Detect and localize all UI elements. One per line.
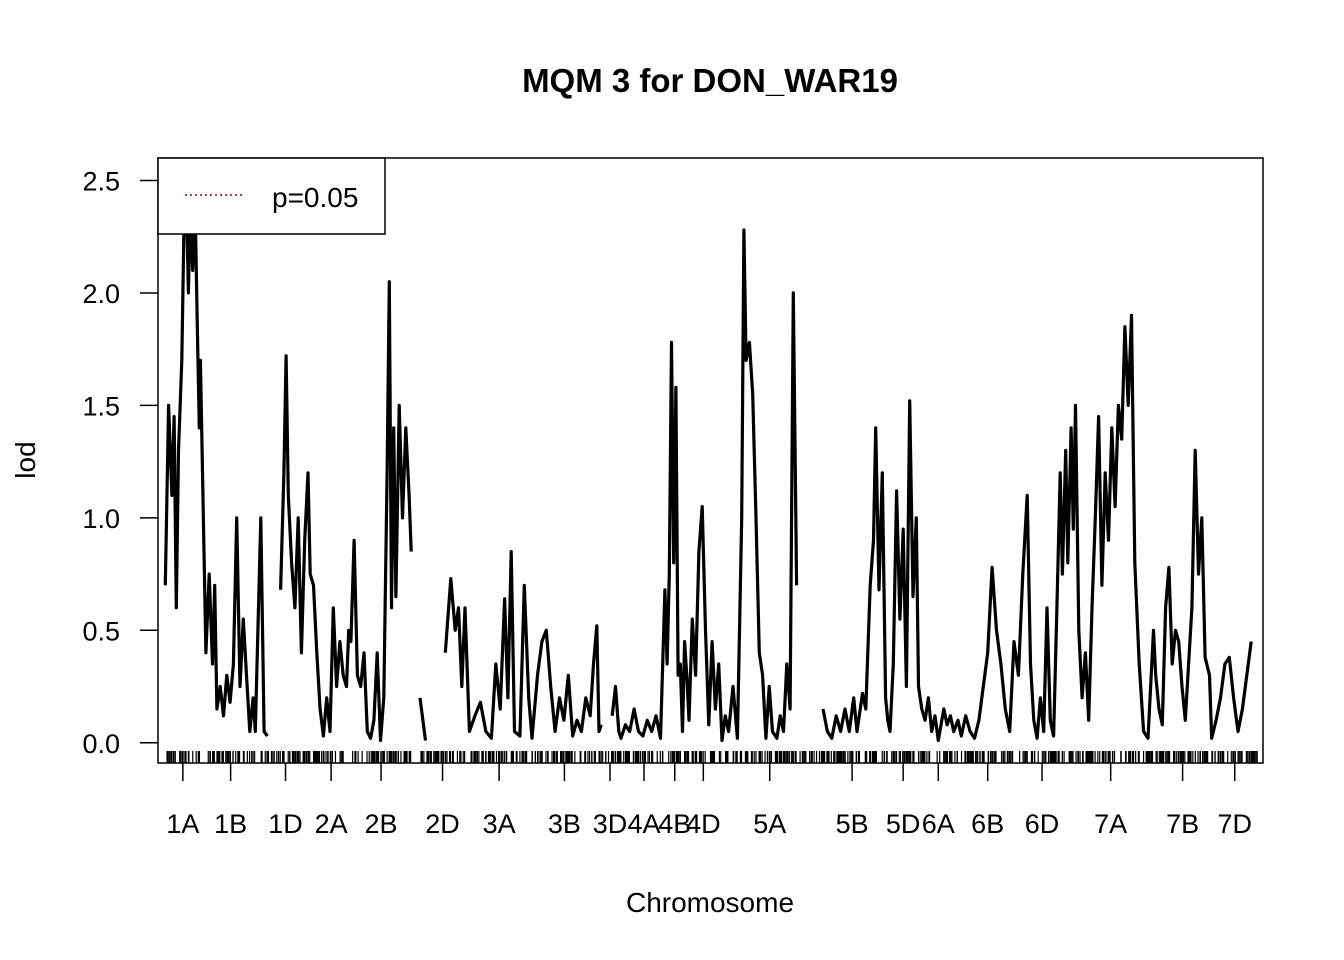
x-tick-label-2b: 2B [365, 809, 398, 839]
x-tick-label-7d: 7D [1217, 809, 1252, 839]
x-tick-label-4a: 4A [628, 809, 661, 839]
x-tick-label-6d: 6D [1025, 809, 1060, 839]
lod-line-segment [418, 697, 428, 741]
lod-line-segment [821, 313, 1253, 743]
y-tick-label: 2.5 [82, 166, 120, 196]
lod-series [163, 190, 1253, 743]
x-tick-label-7b: 7B [1166, 809, 1199, 839]
x-tick-label-1a: 1A [166, 809, 199, 839]
y-tick-label: 2.0 [82, 279, 120, 309]
x-tick-label-4d: 4D [686, 809, 721, 839]
y-tick-label: 0.0 [82, 729, 120, 759]
lod-line-segment [610, 228, 799, 743]
x-tick-label-3d: 3D [593, 809, 628, 839]
x-tick-label-1d: 1D [268, 809, 303, 839]
y-tick-label: 1.0 [82, 504, 120, 534]
x-tick-label-3b: 3B [548, 809, 581, 839]
x-tick-label-3a: 3A [483, 809, 516, 839]
x-tick-label-5d: 5D [886, 809, 921, 839]
lod-line-segment [163, 190, 269, 737]
lod-line-segment [443, 550, 603, 740]
x-tick-label-5b: 5B [836, 809, 869, 839]
x-tick-label-7a: 7A [1094, 809, 1127, 839]
x-tick-label-2d: 2D [425, 809, 460, 839]
lod-line-segment [279, 280, 413, 743]
y-axis-label: lod [10, 441, 41, 478]
chart-title: MQM 3 for DON_WAR19 [522, 62, 898, 99]
x-tick-label-1b: 1B [214, 809, 247, 839]
x-tick-label-2a: 2A [315, 809, 348, 839]
x-axis-label: Chromosome [626, 887, 794, 918]
y-axis: 0.0 0.5 1.0 1.5 2.0 2.5 [82, 166, 158, 759]
x-tick-label-6a: 6A [922, 809, 955, 839]
x-tick-label-5a: 5A [753, 809, 786, 839]
x-tick-label-4b: 4B [658, 809, 691, 839]
legend: p=0.05 [157, 157, 386, 235]
legend-entry-label: p=0.05 [272, 182, 358, 213]
x-tick-label-6b: 6B [971, 809, 1004, 839]
y-tick-label: 1.5 [82, 391, 120, 421]
y-tick-label: 0.5 [82, 616, 120, 646]
legend-box [157, 157, 386, 235]
marker-rug [166, 751, 1258, 763]
